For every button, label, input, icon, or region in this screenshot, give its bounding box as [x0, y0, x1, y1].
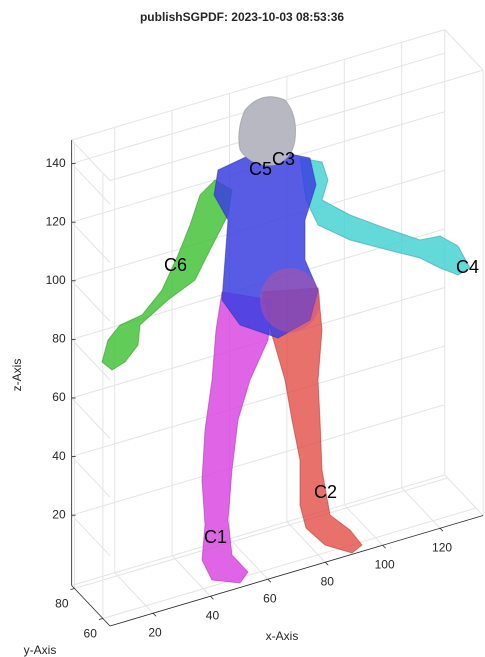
grid-line: [72, 164, 110, 205]
segment-label: C5: [249, 159, 272, 179]
grid-line: [115, 573, 153, 614]
x-tick: [325, 562, 328, 565]
grid-line: [72, 457, 110, 498]
body-model: [102, 97, 470, 583]
segment-label: C3: [272, 149, 295, 169]
grid-line: [72, 515, 110, 556]
x-tick-label: 60: [263, 591, 277, 605]
chart-title: publishSGPDF: 2023-10-03 08:53:36: [140, 10, 344, 24]
z-tick-label: 60: [52, 390, 66, 404]
y-tick: [99, 619, 103, 620]
grid-line: [72, 281, 110, 322]
box-edge: [445, 30, 483, 71]
chart: 20 40 60 80 100 120 60 80 20 40 60 80 100 120 140 C1 C2 C…: [0, 0, 485, 657]
z-tick-label: 80: [52, 332, 66, 346]
y-tick: [71, 589, 75, 590]
y-axis: [72, 586, 110, 627]
y-tick-label: 60: [84, 627, 98, 641]
z-tick-label: 120: [46, 214, 66, 228]
x-tick-label: 100: [375, 557, 395, 571]
pelvis: [260, 268, 320, 332]
x-tick-label: 20: [148, 625, 162, 639]
x-tick: [383, 545, 386, 548]
x-tick: [268, 579, 271, 582]
x-tick: [210, 596, 213, 599]
segment-label: C4: [456, 257, 479, 277]
x-tick: [153, 613, 156, 616]
z-tick-label: 40: [52, 449, 66, 463]
y-tick-label: 80: [55, 597, 69, 611]
segment-label: C1: [204, 527, 227, 547]
grid-line: [72, 222, 110, 263]
box-edge: [72, 140, 110, 181]
z-tick-label: 20: [52, 507, 66, 521]
z-tick-label: 100: [46, 273, 66, 287]
grid-line: [72, 398, 110, 439]
z-axis-label: z-Axis: [10, 359, 24, 392]
z-tick-label: 140: [46, 156, 66, 170]
x-axis-label: x-Axis: [266, 629, 299, 643]
y-axis-label: y-Axis: [24, 643, 57, 657]
segment-label: C2: [314, 482, 337, 502]
grid-line: [402, 488, 440, 529]
x-tick: [440, 528, 443, 531]
x-tick-label: 40: [206, 608, 220, 622]
x-tick-label: 120: [432, 540, 452, 554]
x-tick-label: 80: [321, 574, 335, 588]
left-arm: [102, 180, 232, 370]
segment-label: C6: [164, 255, 187, 275]
grid-line: [72, 405, 445, 516]
box-edge: [445, 475, 483, 516]
